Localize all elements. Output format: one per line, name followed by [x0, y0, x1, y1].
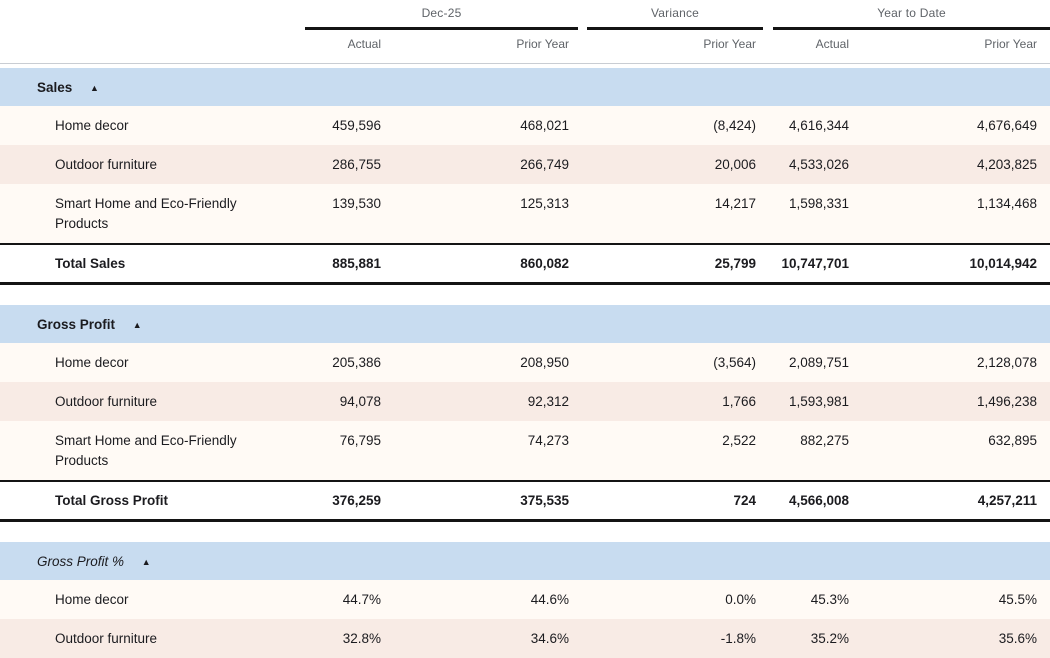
- cell-variance: 0.0%: [582, 580, 770, 619]
- cell-ytd-prior: 35.6%: [862, 619, 1050, 658]
- section-title-gross-profit-pct: Gross Profit %: [37, 553, 125, 569]
- section-title-gross-profit: Gross Profit: [37, 316, 116, 332]
- cell-dec-prior: 44.6%: [394, 580, 583, 619]
- cell-dec-actual: 376,259: [298, 480, 394, 522]
- cell-variance: -1.8%: [582, 619, 770, 658]
- total-row-gross-profit: Total Gross Profit 376,259 375,535 724 4…: [0, 480, 1050, 522]
- section-header-gross-profit[interactable]: Gross Profit ▲: [0, 305, 1050, 343]
- cell-ytd-actual: 1,593,981: [769, 382, 863, 421]
- cell-dec-actual: 94,078: [298, 382, 394, 421]
- cell-dec-actual: 139,530: [298, 184, 394, 244]
- cell-ytd-prior: 45.5%: [862, 580, 1050, 619]
- cell-dec-actual: 76,795: [298, 421, 394, 481]
- group-label-dec-25: Dec-25: [421, 6, 462, 20]
- column-subheader-row: Actual Prior Year Prior Year Actual Prio…: [0, 30, 1050, 64]
- cell-variance: 14,217: [582, 184, 770, 244]
- section-title-sales: Sales: [37, 79, 73, 95]
- group-label-year-to-date: Year to Date: [877, 6, 946, 20]
- cell-ytd-prior: 2,128,078: [862, 343, 1050, 382]
- row-label: Home decor: [0, 106, 298, 145]
- cell-variance: (8,424): [582, 106, 770, 145]
- total-label: Total Sales: [0, 243, 298, 285]
- cell-dec-prior: 34.6%: [394, 619, 583, 658]
- cell-variance: 724: [582, 480, 770, 522]
- cell-ytd-actual: 1,598,331: [769, 184, 863, 244]
- cell-dec-prior: 92,312: [394, 382, 583, 421]
- subheader-dec-prior-year: Prior Year: [394, 30, 583, 64]
- cell-ytd-actual: 35.2%: [769, 619, 863, 658]
- table-row-sales-outdoor-furniture: Outdoor furniture 286,755 266,749 20,006…: [0, 145, 1050, 184]
- cell-ytd-actual: 2,089,751: [769, 343, 863, 382]
- group-label-variance: Variance: [650, 6, 700, 20]
- cell-dec-prior: 860,082: [394, 243, 583, 285]
- group-header-variance: Variance: [582, 0, 769, 30]
- cell-dec-prior: 125,313: [394, 184, 583, 244]
- cell-ytd-prior: 632,895: [862, 421, 1050, 481]
- column-group-header-row: Dec-25 Variance Year to Date: [0, 0, 1050, 30]
- section-header-gross-profit-pct[interactable]: Gross Profit % ▲: [0, 542, 1050, 580]
- cell-dec-actual: 32.8%: [298, 619, 394, 658]
- cell-ytd-prior: 4,257,211: [862, 480, 1050, 522]
- cell-variance: 2,522: [582, 421, 770, 481]
- cell-ytd-prior: 4,203,825: [862, 145, 1050, 184]
- row-label: Home decor: [0, 343, 298, 382]
- row-label: Outdoor furniture: [0, 619, 298, 658]
- row-label: Smart Home and Eco-Friendly Products: [0, 184, 298, 244]
- table-row-gppct-home-decor: Home decor 44.7% 44.6% 0.0% 45.3% 45.5%: [0, 580, 1050, 619]
- subheader-variance-prior-year: Prior Year: [582, 30, 770, 64]
- group-header-year-to-date: Year to Date: [769, 0, 1050, 30]
- row-label-column-header: [0, 0, 298, 30]
- subheader-ytd-prior-year: Prior Year: [862, 30, 1050, 64]
- collapse-icon[interactable]: ▲: [141, 556, 151, 567]
- cell-variance: 20,006: [582, 145, 770, 184]
- cell-dec-prior: 208,950: [394, 343, 583, 382]
- table-row-sales-home-decor: Home decor 459,596 468,021 (8,424) 4,616…: [0, 106, 1050, 145]
- table-row-gppct-outdoor-furniture: Outdoor furniture 32.8% 34.6% -1.8% 35.2…: [0, 619, 1050, 658]
- cell-variance: (3,564): [582, 343, 770, 382]
- cell-dec-actual: 44.7%: [298, 580, 394, 619]
- subheader-ytd-actual: Actual: [769, 30, 863, 64]
- section-header-sales[interactable]: Sales ▲: [0, 68, 1050, 106]
- cell-ytd-prior: 1,496,238: [862, 382, 1050, 421]
- cell-dec-actual: 205,386: [298, 343, 394, 382]
- total-row-sales: Total Sales 885,881 860,082 25,799 10,74…: [0, 243, 1050, 285]
- cell-ytd-actual: 45.3%: [769, 580, 863, 619]
- cell-variance: 25,799: [582, 243, 770, 285]
- collapse-icon[interactable]: ▲: [90, 82, 99, 93]
- cell-dec-actual: 459,596: [298, 106, 394, 145]
- cell-ytd-actual: 4,616,344: [769, 106, 863, 145]
- cell-ytd-actual: 10,747,701: [769, 243, 863, 285]
- table-row-gp-home-decor: Home decor 205,386 208,950 (3,564) 2,089…: [0, 343, 1050, 382]
- group-header-dec-25: Dec-25: [298, 0, 582, 30]
- cell-variance: 1,766: [582, 382, 770, 421]
- section-gap: [0, 283, 1050, 305]
- row-label: Smart Home and Eco-Friendly Products: [0, 421, 298, 481]
- cell-dec-prior: 375,535: [394, 480, 583, 522]
- table-row-gp-outdoor-furniture: Outdoor furniture 94,078 92,312 1,766 1,…: [0, 382, 1050, 421]
- cell-dec-actual: 885,881: [298, 243, 394, 285]
- collapse-icon[interactable]: ▲: [132, 319, 142, 330]
- table-row-sales-smart-home: Smart Home and Eco-Friendly Products 139…: [0, 184, 1050, 244]
- section-gap: [0, 520, 1050, 542]
- cell-dec-prior: 266,749: [394, 145, 583, 184]
- cell-dec-actual: 286,755: [298, 145, 394, 184]
- row-label: Outdoor furniture: [0, 382, 298, 421]
- subheader-dec-actual: Actual: [298, 30, 394, 64]
- cell-dec-prior: 74,273: [394, 421, 583, 481]
- row-label: Home decor: [0, 580, 298, 619]
- subheader-empty: [0, 30, 298, 64]
- table-row-gp-smart-home: Smart Home and Eco-Friendly Products 76,…: [0, 421, 1050, 481]
- cell-ytd-actual: 4,566,008: [769, 480, 863, 522]
- row-label: Outdoor furniture: [0, 145, 298, 184]
- total-label: Total Gross Profit: [0, 480, 298, 522]
- cell-ytd-actual: 882,275: [769, 421, 863, 481]
- cell-ytd-prior: 1,134,468: [862, 184, 1050, 244]
- cell-dec-prior: 468,021: [394, 106, 583, 145]
- cell-ytd-prior: 10,014,942: [862, 243, 1050, 285]
- cell-ytd-prior: 4,676,649: [862, 106, 1050, 145]
- cell-ytd-actual: 4,533,026: [769, 145, 863, 184]
